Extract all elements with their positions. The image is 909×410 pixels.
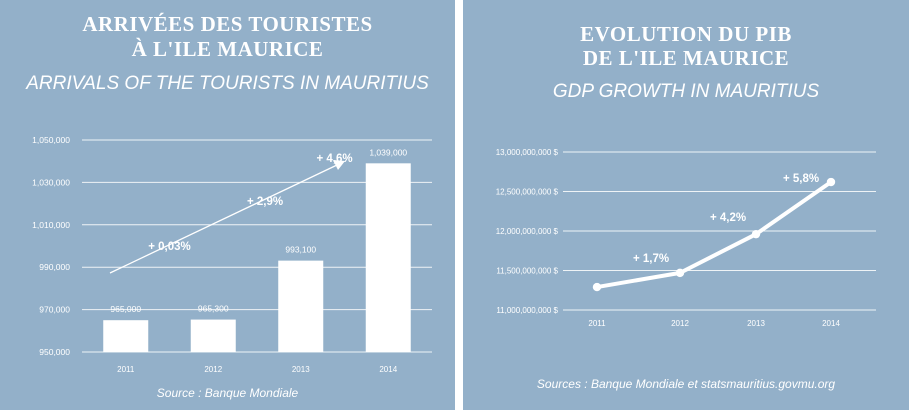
trend-arrow-head	[333, 160, 345, 170]
y-tick-label: 970,000	[39, 305, 70, 315]
chart-title-line-1: ARRIVÉES DES TOURISTES	[82, 12, 373, 36]
x-tick-label: 2014	[379, 365, 397, 374]
growth-annotation: + 4,2%	[710, 212, 746, 224]
y-tick-label: 11,000,000,000 $	[496, 306, 558, 315]
x-tick-label: 2014	[822, 319, 840, 328]
y-tick-label: 13,000,000,000 $	[496, 148, 559, 157]
x-tick-label: 2012	[204, 365, 222, 374]
y-tick-label: 1,010,000	[32, 220, 70, 230]
data-point	[826, 177, 836, 187]
growth-annotation: + 1,7%	[633, 253, 669, 265]
data-point	[675, 268, 685, 278]
chart-title-line-2: À L'ILE MAURICE	[131, 37, 324, 61]
chart-title-line-2: DE L'ILE MAURICE	[582, 46, 790, 70]
x-tick-label: 2013	[747, 319, 765, 328]
gdp-growth-panel: EVOLUTION DU PIB DE L'ILE MAURICE GDP GR…	[463, 0, 909, 410]
trend-arrow-line	[109, 164, 338, 274]
y-tick-label: 12,500,000,000 $	[496, 188, 559, 197]
y-tick-label: 11,500,000,000 $	[496, 267, 558, 276]
bar-value-label: 993,100	[285, 245, 316, 255]
gdp-series-line	[595, 180, 833, 290]
growth-annotation: + 0,03%	[148, 241, 191, 253]
data-point	[592, 282, 602, 292]
y-tick-label: 950,000	[39, 347, 70, 357]
bar-value-label: 1,039,000	[369, 147, 407, 157]
bar-value-label: 965,300	[198, 304, 229, 314]
x-tick-label: 2011	[588, 319, 606, 328]
chart-source: Source : Banque Mondiale	[156, 386, 299, 400]
bar-chart: 950,000 970,000 990,000 1,010,000 1,030,000 1…	[32, 135, 432, 374]
growth-annotation: + 5,8%	[783, 173, 819, 185]
y-tick-label: 990,000	[39, 262, 70, 272]
x-tick-label: 2012	[671, 319, 689, 328]
chart-source: Sources : Banque Mondiale et statsmaurit…	[536, 377, 836, 391]
y-tick-label: 12,000,000,000 $	[496, 227, 559, 236]
chart-title-line-1: EVOLUTION DU PIB	[580, 22, 792, 46]
x-tick-label: 2011	[117, 365, 135, 374]
growth-annotation: + 2,9%	[247, 196, 283, 208]
bar-value-label: 965,000	[110, 304, 141, 314]
bar	[278, 260, 324, 352]
y-tick-label: 1,050,000	[32, 135, 70, 145]
tourist-arrivals-panel: ARRIVÉES DES TOURISTES À L'ILE MAURICE A…	[0, 0, 455, 410]
x-tick-label: 2013	[292, 365, 310, 374]
chart-subtitle: GDP GROWTH IN MAURITIUS	[552, 81, 820, 102]
bar	[365, 163, 411, 352]
chart-subtitle: ARRIVALS OF THE TOURISTS IN MAURITIUS	[26, 73, 429, 94]
bar	[103, 320, 149, 352]
y-tick-label: 1,030,000	[32, 177, 70, 187]
line-chart: 11,000,000,000 $ 11,500,000,000 $ 12,000,0…	[496, 148, 876, 328]
data-point	[751, 229, 761, 239]
bar	[190, 319, 236, 352]
growth-annotation: + 4,6%	[316, 153, 352, 165]
